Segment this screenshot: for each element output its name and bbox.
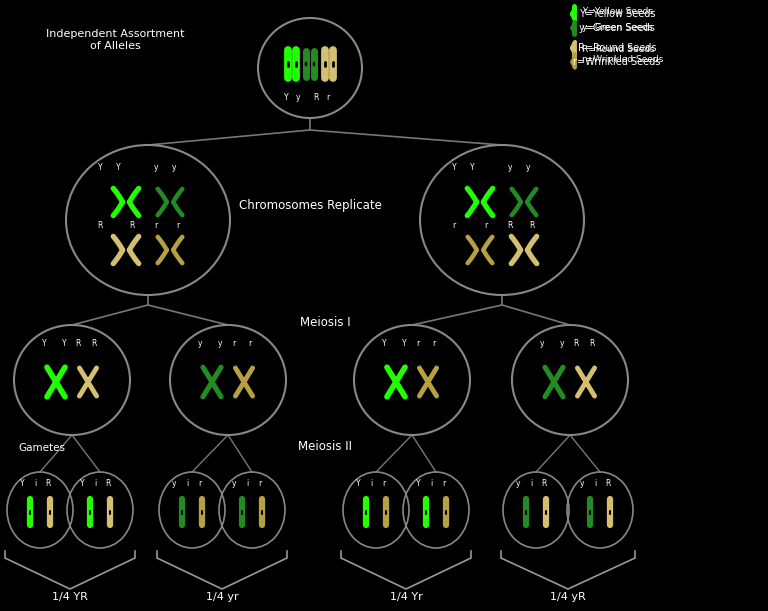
- Text: R: R: [574, 340, 578, 348]
- Text: Y: Y: [470, 164, 475, 172]
- Text: y: y: [560, 340, 564, 348]
- Text: y: y: [172, 480, 176, 489]
- Text: y: y: [232, 480, 237, 489]
- Text: Y: Y: [452, 164, 456, 172]
- Text: R: R: [45, 480, 51, 489]
- Text: i: i: [94, 480, 96, 489]
- Text: 1/4 yR: 1/4 yR: [550, 592, 586, 602]
- Text: Y: Y: [41, 340, 46, 348]
- Text: R: R: [605, 480, 611, 489]
- Text: Independent Assortment
of Alleles: Independent Assortment of Alleles: [46, 29, 184, 51]
- Text: R: R: [541, 480, 547, 489]
- Text: Y: Y: [283, 93, 288, 103]
- Text: Y: Y: [382, 340, 386, 348]
- Text: Y: Y: [402, 340, 406, 348]
- Text: R: R: [529, 221, 535, 230]
- Text: r=Wrinkled Seeds: r=Wrinkled Seeds: [582, 56, 664, 65]
- Text: y: y: [154, 164, 158, 172]
- Text: i: i: [594, 480, 596, 489]
- Text: R: R: [589, 340, 594, 348]
- Text: i: i: [186, 480, 188, 489]
- Text: r: r: [198, 480, 202, 489]
- Text: Y: Y: [61, 340, 66, 348]
- Text: R=Round Seeds: R=Round Seeds: [578, 43, 656, 53]
- Text: y: y: [508, 164, 512, 172]
- Text: 1/4 Yr: 1/4 Yr: [389, 592, 422, 602]
- Text: 1/4 yr: 1/4 yr: [206, 592, 238, 602]
- Text: r: r: [382, 480, 386, 489]
- Text: Y: Y: [415, 480, 420, 489]
- Text: y: y: [197, 340, 202, 348]
- Text: r: r: [432, 340, 435, 348]
- Text: r: r: [485, 221, 488, 230]
- Text: R: R: [129, 221, 134, 230]
- Text: r: r: [452, 221, 455, 230]
- Text: r: r: [442, 480, 445, 489]
- Text: Gametes: Gametes: [18, 443, 65, 453]
- Text: Meiosis I: Meiosis I: [300, 315, 350, 329]
- Text: R: R: [313, 93, 319, 103]
- Text: r: r: [416, 340, 419, 348]
- Text: y: y: [540, 340, 545, 348]
- Text: i: i: [530, 480, 532, 489]
- Text: Y: Y: [116, 164, 121, 172]
- Text: R: R: [75, 340, 81, 348]
- Text: R: R: [105, 480, 111, 489]
- Text: y: y: [516, 480, 520, 489]
- Text: Meiosis II: Meiosis II: [298, 441, 352, 453]
- Text: r: r: [154, 221, 157, 230]
- Text: Y=Yellow Seeds: Y=Yellow Seeds: [582, 7, 653, 16]
- Text: R: R: [98, 221, 103, 230]
- Text: y: y: [580, 480, 584, 489]
- Text: r: r: [326, 93, 329, 103]
- Text: y: y: [526, 164, 530, 172]
- Text: r: r: [233, 340, 236, 348]
- Text: i: i: [246, 480, 248, 489]
- Text: r: r: [177, 221, 180, 230]
- Text: r=Wrinkled Seeds: r=Wrinkled Seeds: [574, 57, 660, 67]
- Text: y: y: [296, 93, 300, 103]
- Text: Y: Y: [20, 480, 25, 489]
- Text: 1/4 YR: 1/4 YR: [52, 592, 88, 602]
- Text: r: r: [258, 480, 262, 489]
- Text: y=Green Seeds: y=Green Seeds: [582, 23, 653, 32]
- Text: Y=Yellow Seeds: Y=Yellow Seeds: [579, 9, 655, 19]
- Text: Y: Y: [356, 480, 360, 489]
- Text: y: y: [172, 164, 176, 172]
- Text: R=Round Seeds: R=Round Seeds: [582, 45, 654, 54]
- Text: i: i: [34, 480, 36, 489]
- Text: y: y: [218, 340, 222, 348]
- Text: i: i: [430, 480, 432, 489]
- Text: R: R: [508, 221, 513, 230]
- Text: i: i: [370, 480, 372, 489]
- Text: r: r: [248, 340, 252, 348]
- Text: Y: Y: [98, 164, 102, 172]
- Text: Chromosomes Replicate: Chromosomes Replicate: [239, 199, 382, 211]
- Text: Y: Y: [80, 480, 84, 489]
- Text: y=Green Seeds: y=Green Seeds: [579, 23, 655, 33]
- Text: R: R: [91, 340, 97, 348]
